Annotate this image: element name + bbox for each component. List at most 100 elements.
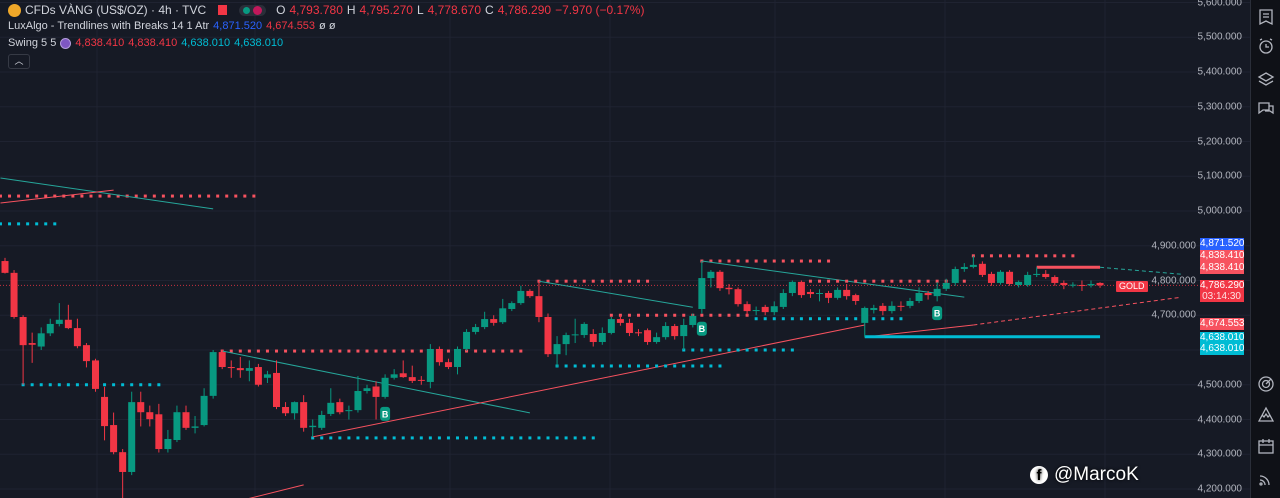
swing-level-dot <box>609 364 613 368</box>
candle <box>535 281 543 323</box>
market-status-pill[interactable] <box>239 4 267 16</box>
price-tick: 4,500.000 <box>1197 379 1243 391</box>
swing-level-dot <box>673 364 677 368</box>
swing-level-dot <box>627 279 631 283</box>
candle <box>399 360 407 378</box>
swing-level-dot <box>419 349 423 353</box>
indicator-source-icon <box>60 37 72 49</box>
candle <box>662 322 670 340</box>
swing-level-dot <box>302 349 306 353</box>
candle-body <box>481 319 489 328</box>
candle <box>354 376 362 413</box>
indicator-name[interactable]: LuxAlgo - Trendlines with Breaks 14 1 At… <box>8 20 210 32</box>
swing-level-dot <box>26 194 30 198</box>
candle <box>37 327 45 350</box>
swing-level-dot <box>564 364 568 368</box>
target-icon[interactable] <box>1257 375 1275 393</box>
candle-body <box>55 319 63 324</box>
swing-level-dot <box>519 349 523 353</box>
price-chart[interactable]: B B B <box>0 0 1250 498</box>
candle-body <box>933 288 941 297</box>
chat-icon[interactable] <box>1257 100 1275 118</box>
market-open-icon <box>243 6 251 14</box>
indicator-name[interactable]: Swing 5 5 <box>8 37 57 49</box>
trendline <box>538 280 693 308</box>
swing-level-dot <box>26 222 30 226</box>
candle-body <box>64 319 72 329</box>
alert-clock-icon[interactable] <box>1257 37 1275 55</box>
candle <box>73 318 81 349</box>
swing-level-dot <box>143 194 147 198</box>
symbol-title[interactable]: CFDs VÀNG (US$/OZ) · 4h · TVC <box>25 3 207 17</box>
candle-body <box>562 335 570 345</box>
swing-level-dot <box>356 436 360 440</box>
swing-level-dot <box>392 349 396 353</box>
candle <box>616 315 624 326</box>
price-tag: 4,638.010 <box>1200 332 1245 344</box>
candle-body <box>897 305 905 307</box>
candle <box>236 356 244 378</box>
swing-level-dot <box>646 313 650 317</box>
swing-level-dot <box>872 317 876 321</box>
candle-body <box>300 402 308 428</box>
swing-level-dot <box>637 313 640 317</box>
candle-body <box>997 271 1004 283</box>
candle <box>933 282 941 302</box>
candle-body <box>1096 282 1104 286</box>
swing-level-dot <box>474 436 478 440</box>
swing-level-dot <box>157 383 161 387</box>
trendline <box>701 260 965 298</box>
indicator-legend-swing[interactable]: Swing 5 5 4,838.410 4,838.410 4,638.010 … <box>8 37 283 49</box>
swing-level-dot <box>17 222 21 226</box>
swing-level-dot <box>98 194 102 198</box>
indicator-value: ø ø <box>319 20 336 32</box>
swing-level-dot <box>691 348 695 352</box>
swing-level-dot <box>836 317 840 321</box>
swing-level-dot <box>637 279 640 283</box>
price-tick: 5,000.000 <box>1197 205 1243 217</box>
swing-level-dot <box>410 349 414 353</box>
candle <box>770 301 778 316</box>
symbol-legend[interactable]: CFDs VÀNG (US$/OZ) · 4h · TVC O 4,793.780… <box>8 3 644 17</box>
swing-level-dot <box>247 349 251 353</box>
candle-body <box>571 334 579 336</box>
candle <box>635 329 642 337</box>
swing-level-dot <box>890 279 894 283</box>
broadcast-icon[interactable] <box>1257 470 1275 488</box>
candle <box>1015 280 1023 288</box>
candle <box>444 358 452 370</box>
candle <box>879 303 887 316</box>
price-tag: 4,871.520 <box>1200 238 1245 250</box>
swing-level-dot <box>646 279 650 283</box>
swing-level-dot <box>727 348 731 352</box>
swing-level-dot <box>483 436 487 440</box>
ideas-icon[interactable] <box>1257 405 1275 423</box>
low-value: 4,778.670 <box>427 3 482 17</box>
swing-level-dot <box>845 279 849 283</box>
break-markers: B B B <box>380 306 943 421</box>
candle-body <box>381 377 389 397</box>
indicator-legend-trendlines[interactable]: LuxAlgo - Trendlines with Breaks 14 1 At… <box>8 20 336 32</box>
candle <box>263 370 271 384</box>
swing-level-dot <box>718 313 722 317</box>
watchlist-icon[interactable] <box>1257 8 1275 26</box>
collapse-legend-button[interactable]: ︿ <box>8 54 30 69</box>
candle <box>752 306 760 316</box>
candle-body <box>960 266 968 270</box>
layers-icon[interactable] <box>1257 70 1275 88</box>
swing-level-dot <box>71 194 75 198</box>
swing-level-dot <box>564 436 568 440</box>
swing-level-dot <box>1071 254 1075 258</box>
flag-icon[interactable] <box>218 5 228 15</box>
candle <box>10 270 18 319</box>
candle <box>671 323 679 340</box>
swing-level-dot <box>818 279 821 283</box>
calendar-icon[interactable] <box>1257 437 1275 455</box>
price-tick: 5,500.000 <box>1197 31 1243 43</box>
swing-level-dot <box>827 259 831 263</box>
candle <box>843 283 851 300</box>
candle-body <box>526 290 534 297</box>
swing-level-dot <box>673 313 677 317</box>
candle <box>517 285 525 305</box>
swing-level-dot <box>419 436 423 440</box>
